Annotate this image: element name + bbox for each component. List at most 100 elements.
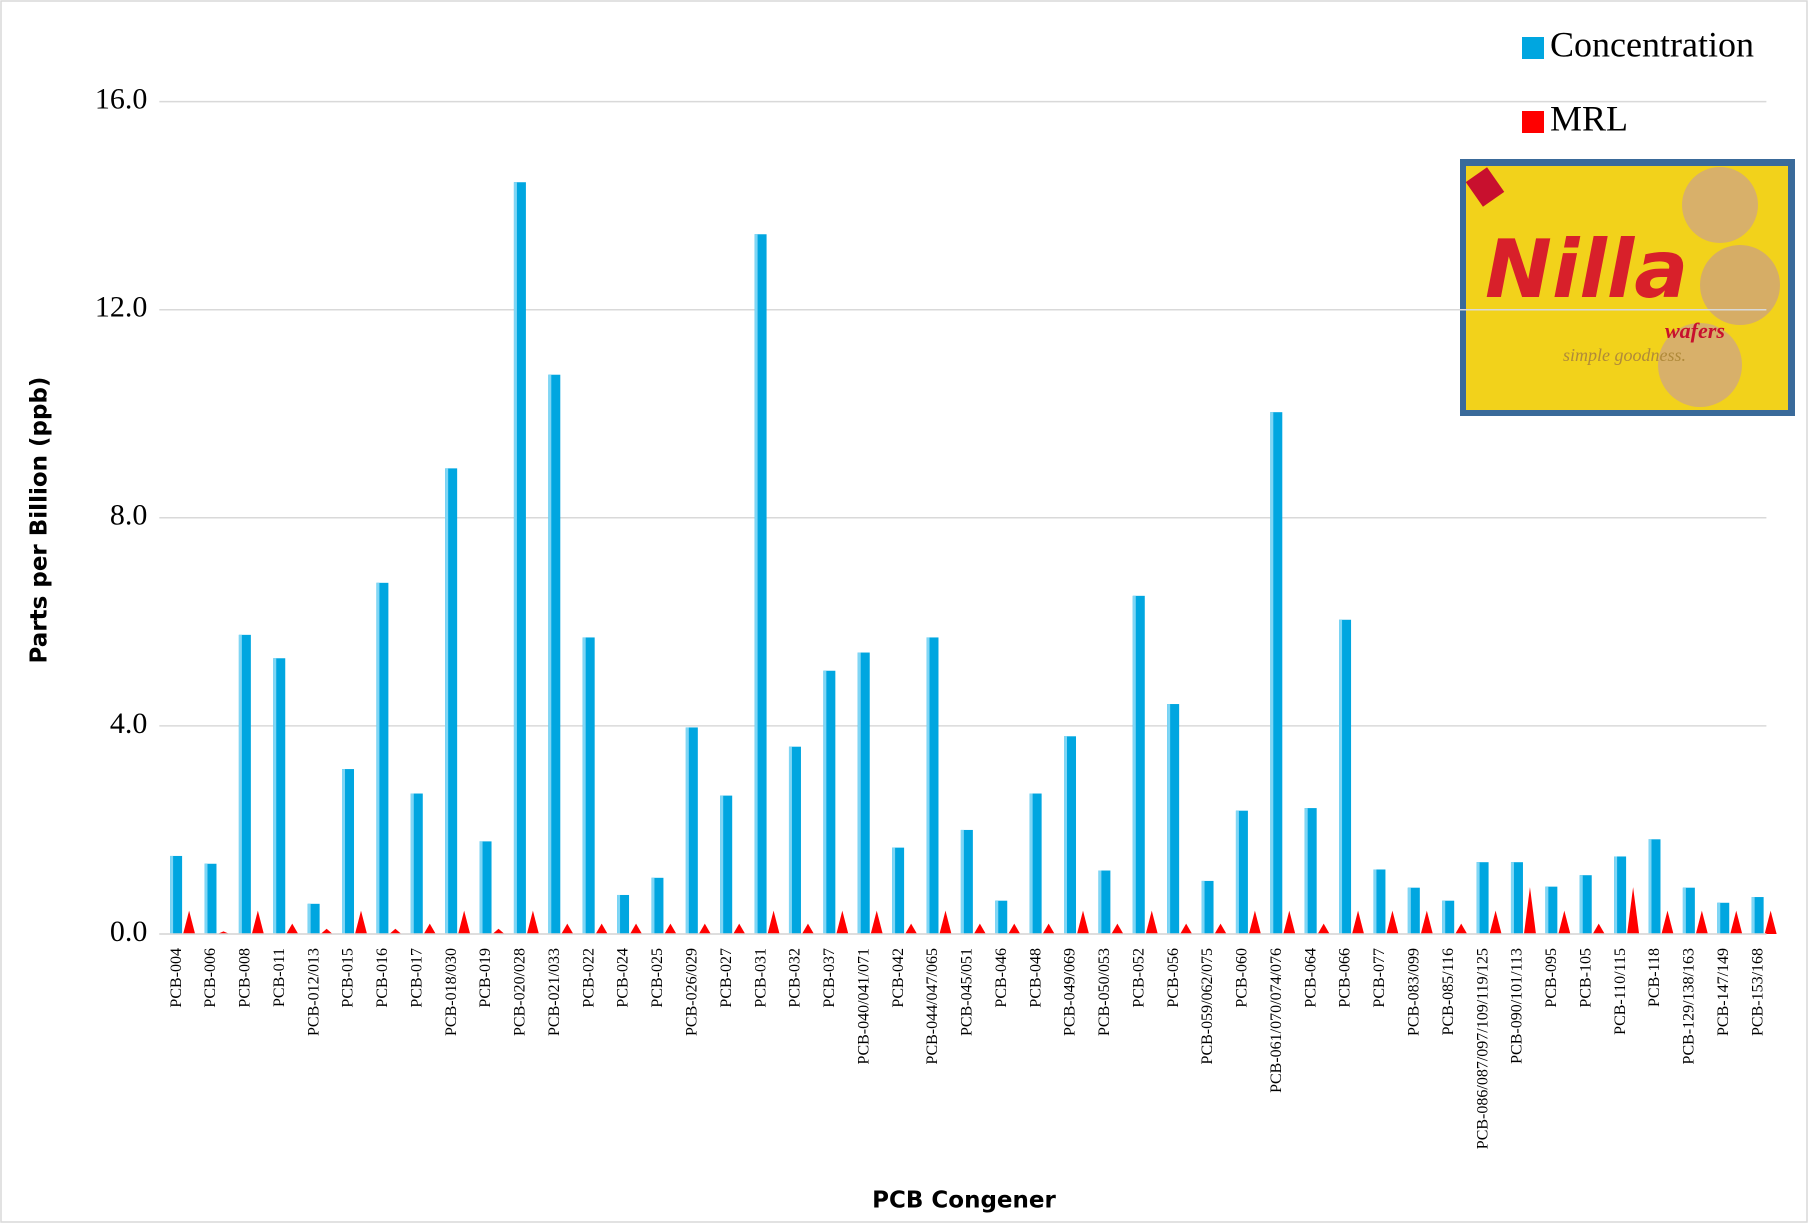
bar-highlight <box>1648 839 1652 934</box>
mrl-marker <box>389 928 402 934</box>
x-tick-label: PCB-020/028 <box>512 948 529 1036</box>
legend-swatch <box>1522 111 1544 133</box>
x-tick-label: PCB-015 <box>340 948 357 1008</box>
mrl-marker <box>1248 910 1261 934</box>
x-tick-label: PCB-059/062/075 <box>1199 948 1216 1064</box>
bar-highlight <box>238 634 242 934</box>
mrl-marker <box>1283 910 1296 934</box>
bar-highlight <box>892 847 896 934</box>
x-tick-label: PCB-044/047/065 <box>924 948 941 1064</box>
x-tick-label: PCB-090/101/113 <box>1509 948 1526 1064</box>
bar-highlight <box>445 468 449 934</box>
mrl-marker <box>1317 923 1330 934</box>
x-tick-label: PCB-008 <box>237 948 254 1008</box>
legend-label: MRL <box>1550 98 1628 138</box>
x-tick-label: PCB-011 <box>271 948 288 1007</box>
x-tick-label: PCB-083/099 <box>1405 948 1422 1036</box>
bar-highlight <box>926 637 930 934</box>
y-tick-label: 12.0 <box>95 291 148 324</box>
mrl-marker <box>1489 910 1502 934</box>
bar-highlight <box>617 894 621 934</box>
bar-highlight <box>1442 900 1446 934</box>
x-tick-label: PCB-021/033 <box>546 948 563 1036</box>
mrl-marker <box>183 910 196 934</box>
mrl-marker <box>1730 910 1743 934</box>
bar-highlight <box>1682 887 1686 934</box>
x-tick-label: PCB-012/013 <box>305 948 322 1036</box>
bar-highlight <box>823 670 827 934</box>
x-tick-label: PCB-027 <box>718 948 735 1008</box>
x-tick-label: PCB-153/168 <box>1749 948 1766 1036</box>
bar-highlight <box>513 182 517 934</box>
x-tick-label: PCB-066 <box>1337 948 1354 1008</box>
bar-highlight <box>1751 897 1755 934</box>
x-tick-label: PCB-061/070/074/076 <box>1268 948 1285 1093</box>
mrl-marker <box>939 910 952 934</box>
x-tick-label: PCB-032 <box>787 948 804 1008</box>
y-tick-label: 8.0 <box>110 499 148 532</box>
mrl-marker <box>905 923 918 934</box>
mrl-marker <box>698 923 711 934</box>
bar-highlight <box>857 652 861 934</box>
mrl-marker <box>526 910 539 934</box>
bar-highlight <box>1717 902 1721 934</box>
wafer <box>1658 323 1742 407</box>
bar-highlight <box>1064 736 1068 934</box>
x-tick-label: PCB-085/116 <box>1440 948 1457 1035</box>
x-tick-label: PCB-006 <box>202 948 219 1008</box>
mrl-marker <box>1386 910 1399 934</box>
bar-highlight <box>342 769 346 934</box>
bar-highlight <box>548 374 552 934</box>
mrl-marker <box>251 910 264 934</box>
mrl-marker <box>1180 923 1193 934</box>
tagline: simple goodness. <box>1563 345 1686 365</box>
mrl-marker <box>458 910 471 934</box>
x-tick-label: PCB-086/087/097/109/119/125 <box>1474 948 1491 1149</box>
x-tick-label: PCB-105 <box>1577 948 1594 1008</box>
mrl-marker <box>595 923 608 934</box>
mrl-marker <box>423 923 436 934</box>
bar-highlight <box>1407 887 1411 934</box>
mrl-marker <box>1420 910 1433 934</box>
legend-label: Concentration <box>1550 24 1754 64</box>
x-tick-label: PCB-048 <box>1027 948 1044 1008</box>
x-tick-label: PCB-025 <box>649 948 666 1008</box>
bar-highlight <box>479 841 483 934</box>
y-tick-label: 16.0 <box>95 82 148 115</box>
bar-highlight <box>1614 856 1618 934</box>
bar-highlight <box>1579 875 1583 934</box>
mrl-marker <box>870 910 883 934</box>
mrl-marker <box>733 923 746 934</box>
mrl-marker <box>286 923 299 934</box>
bar-highlight <box>204 863 208 934</box>
x-tick-label: PCB-147/149 <box>1715 948 1732 1036</box>
bar-highlight <box>1201 880 1205 934</box>
mrl-marker <box>1558 910 1571 934</box>
wafer <box>1682 167 1758 243</box>
bar-highlight <box>960 829 964 934</box>
bar-highlight <box>376 582 380 934</box>
mrl-marker <box>767 910 780 934</box>
mrl-marker <box>320 928 333 934</box>
y-tick-label: 0.0 <box>110 915 148 948</box>
bar-highlight <box>1373 869 1377 934</box>
bar-highlight <box>1098 870 1102 934</box>
mrl-marker <box>1661 910 1674 934</box>
bar-highlight <box>788 746 792 934</box>
mrl-marker <box>973 923 986 934</box>
x-tick-label: PCB-095 <box>1543 948 1560 1008</box>
mrl-marker <box>1352 910 1365 934</box>
x-tick-label: PCB-129/138/163 <box>1681 948 1698 1064</box>
mrl-marker <box>355 910 368 934</box>
x-tick-label: PCB-019 <box>477 948 494 1008</box>
y-tick-label: 4.0 <box>110 707 148 740</box>
x-tick-label: PCB-049/069 <box>1062 948 1079 1036</box>
bar-highlight <box>170 855 174 934</box>
x-axis-label: PCB Congener <box>872 1188 1056 1214</box>
x-tick-label: PCB-046 <box>993 948 1010 1008</box>
x-tick-label: PCB-110/115 <box>1612 948 1629 1035</box>
bar-highlight <box>273 658 277 934</box>
x-tick-label: PCB-037 <box>821 948 838 1008</box>
y-axis-label: Parts per Billion (ppb) <box>27 377 53 664</box>
